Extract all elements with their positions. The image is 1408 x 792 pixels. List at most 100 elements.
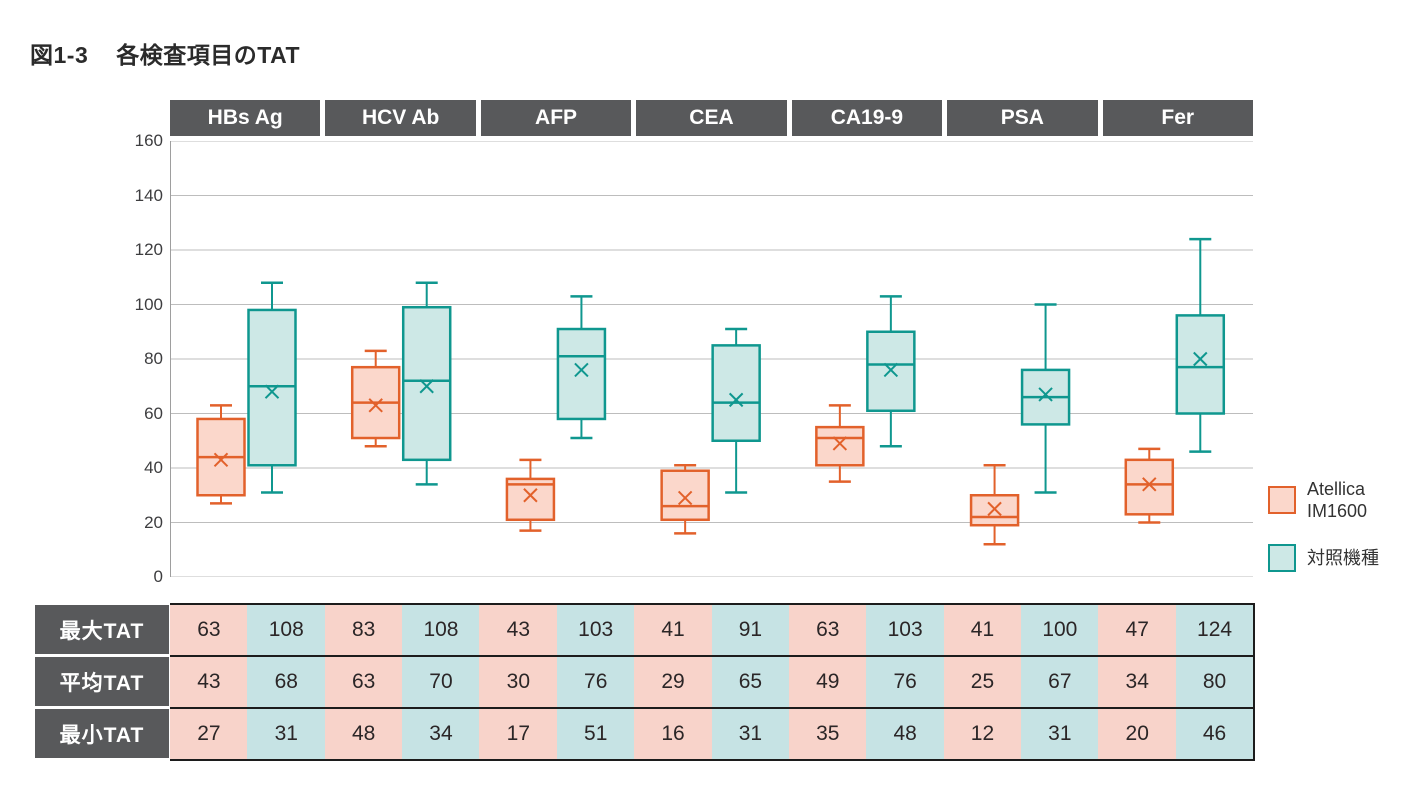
table-cell: 41 — [634, 605, 712, 655]
iqr-box — [1124, 458, 1175, 516]
box-control-1 — [401, 281, 452, 486]
table-border-line — [1253, 603, 1255, 761]
box-atellica-4 — [815, 404, 865, 483]
table-border-line — [170, 759, 1255, 761]
table-border-line — [170, 655, 1255, 657]
category-header: AFP — [480, 100, 632, 136]
y-axis-tick-label: 40 — [144, 458, 163, 477]
box-control-4 — [866, 295, 916, 448]
table-cell: 47 — [1098, 605, 1177, 655]
table-cell: 63 — [170, 605, 248, 655]
table-cell: 76 — [866, 657, 945, 707]
table-cell: 63 — [788, 605, 867, 655]
box-control-6 — [1175, 237, 1226, 453]
table-cell: 70 — [402, 657, 480, 707]
mean-x-marker — [213, 452, 229, 468]
table-cell: 68 — [247, 657, 326, 707]
mean-x-marker — [264, 384, 280, 399]
table-cell: 20 — [1098, 709, 1177, 759]
table-cell: 16 — [634, 709, 712, 759]
box-control-2 — [556, 295, 607, 440]
table-cell: 48 — [324, 709, 403, 759]
y-axis-tick-label: 120 — [134, 240, 163, 259]
boxplot-chart — [170, 141, 1253, 577]
iqr-box — [401, 305, 452, 462]
table-cell: 103 — [866, 605, 945, 655]
legend-label: Atellica IM1600 — [1307, 479, 1368, 521]
table-cell: 43 — [479, 605, 558, 655]
mean-x-marker — [728, 392, 744, 408]
table-cell: 41 — [943, 605, 1022, 655]
figure-number: 図1-3 — [30, 42, 89, 68]
legend-swatch-icon — [1268, 486, 1296, 514]
box-atellica-2 — [505, 458, 556, 532]
table-row-header: 最大TAT — [35, 605, 169, 654]
mean-x-marker — [1193, 351, 1208, 367]
legend-swatch-icon — [1268, 544, 1296, 572]
y-axis-tick-label: 60 — [144, 403, 163, 423]
table-cell: 48 — [866, 709, 945, 759]
mean-x-marker — [523, 488, 538, 503]
category-header: PSA — [947, 100, 1098, 136]
table-border-line — [170, 707, 1255, 709]
iqr-box — [815, 425, 865, 467]
box-control-3 — [711, 327, 761, 494]
table-cell: 35 — [788, 709, 867, 759]
table-cell: 43 — [170, 657, 248, 707]
mean-x-marker — [419, 379, 434, 394]
box-atellica-0 — [196, 404, 246, 505]
mean-x-marker — [1142, 477, 1157, 492]
iqr-box — [1175, 314, 1226, 415]
table-cell: 124 — [1175, 605, 1254, 655]
mean-x-marker — [677, 490, 693, 506]
legend-label: 対照機種 — [1307, 548, 1379, 568]
table-row-header: 平均TAT — [35, 657, 169, 706]
table-cell: 83 — [324, 605, 403, 655]
y-axis-tick-label: 80 — [144, 349, 163, 368]
table-cell: 34 — [402, 709, 480, 759]
y-axis-tick-label: 160 — [134, 131, 163, 150]
iqr-box — [660, 469, 710, 522]
mean-x-marker — [574, 362, 589, 378]
table-cell: 65 — [711, 657, 790, 707]
category-header: CA19-9 — [791, 100, 943, 136]
table-cell: 76 — [556, 657, 635, 707]
category-header: HBs Ag — [170, 100, 321, 136]
table-cell: 108 — [247, 605, 326, 655]
y-axis-tick-label: 0 — [153, 567, 163, 586]
table-cell: 51 — [556, 709, 635, 759]
figure-title-text: 各検査項目のTAT — [116, 42, 301, 68]
box-atellica-6 — [1124, 447, 1175, 524]
table-cell: 100 — [1020, 605, 1099, 655]
box-atellica-3 — [660, 464, 710, 535]
table-cell: 67 — [1020, 657, 1099, 707]
mean-x-marker — [1038, 387, 1053, 402]
table-cell: 91 — [711, 605, 790, 655]
table-cell: 25 — [943, 657, 1022, 707]
table-cell: 103 — [556, 605, 635, 655]
table-cell: 34 — [1098, 657, 1177, 707]
table-cell: 31 — [711, 709, 790, 759]
box-atellica-1 — [350, 349, 401, 448]
category-header: Fer — [1102, 100, 1253, 136]
table-row-header: 最小TAT — [35, 709, 169, 758]
iqr-box — [247, 308, 297, 467]
iqr-box — [556, 327, 607, 421]
mean-x-marker — [368, 398, 383, 413]
table-border-line — [170, 603, 1255, 605]
legend-item: Atellica IM1600 — [1268, 478, 1367, 522]
table-cell: 108 — [402, 605, 480, 655]
category-header: HCV Ab — [325, 100, 476, 136]
category-header-row: HBs Ag HCV Ab AFP CEA CA19-9 PSA Fer — [170, 100, 1253, 136]
box-atellica-5 — [969, 464, 1020, 546]
mean-x-marker — [832, 436, 848, 451]
iqr-box — [505, 477, 556, 522]
mean-x-marker — [883, 362, 899, 378]
y-axis-tick-label: 20 — [144, 512, 163, 532]
table-cell: 17 — [479, 709, 558, 759]
table-cell: 49 — [788, 657, 867, 707]
table-cell: 31 — [1020, 709, 1099, 759]
legend-item: 対照機種 — [1268, 544, 1379, 572]
table-cell: 29 — [634, 657, 712, 707]
